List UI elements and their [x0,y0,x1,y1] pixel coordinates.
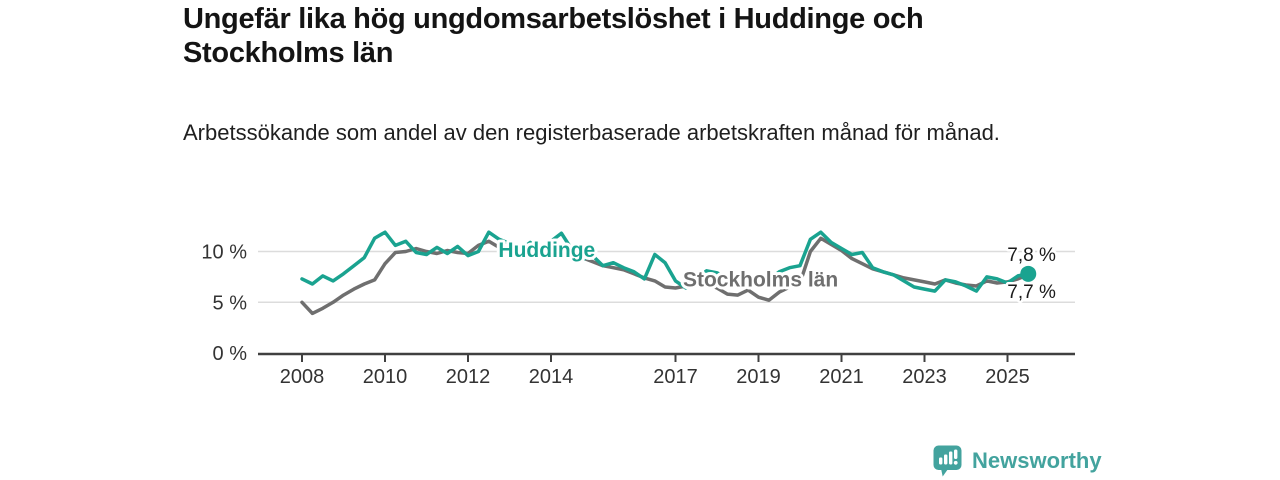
newsworthy-brand-link[interactable]: Newsworthy [932,444,1102,478]
newsworthy-brand-text: Newsworthy [972,448,1102,473]
newsworthy-logo-icon [933,445,962,477]
series-label-stockholms-lan: Stockholms län [683,268,838,291]
x-tick-label: 2012 [446,366,491,388]
x-tick-label: 2025 [985,366,1030,388]
series-label-huddinge: Huddinge [498,239,595,262]
y-tick-label: 10 % [201,242,247,264]
x-tick-label: 2008 [280,366,325,388]
chart-title: Ungefär lika hög ungdomsarbetslöshet i H… [183,3,924,70]
x-tick-label: 2019 [736,366,781,388]
chart-subtitle: Arbetssökande som andel av den registerb… [183,120,1000,145]
x-tick-label: 2017 [653,366,698,388]
x-tick-label: 2010 [363,366,408,388]
latest-value-dot [1020,265,1037,282]
x-tick-label: 2014 [529,366,574,388]
series-line-stockholms-lan [300,236,1031,316]
series-line-huddinge [300,230,1031,293]
x-tick-label: 2021 [819,366,864,388]
end-value-label-huddinge: 7,8 % [1007,245,1056,266]
end-value-label-stockholms-lan: 7,7 % [1007,282,1056,303]
x-tick-label: 2023 [902,366,947,388]
y-tick-label: 0 % [213,343,248,365]
y-tick-label: 5 % [213,292,248,314]
